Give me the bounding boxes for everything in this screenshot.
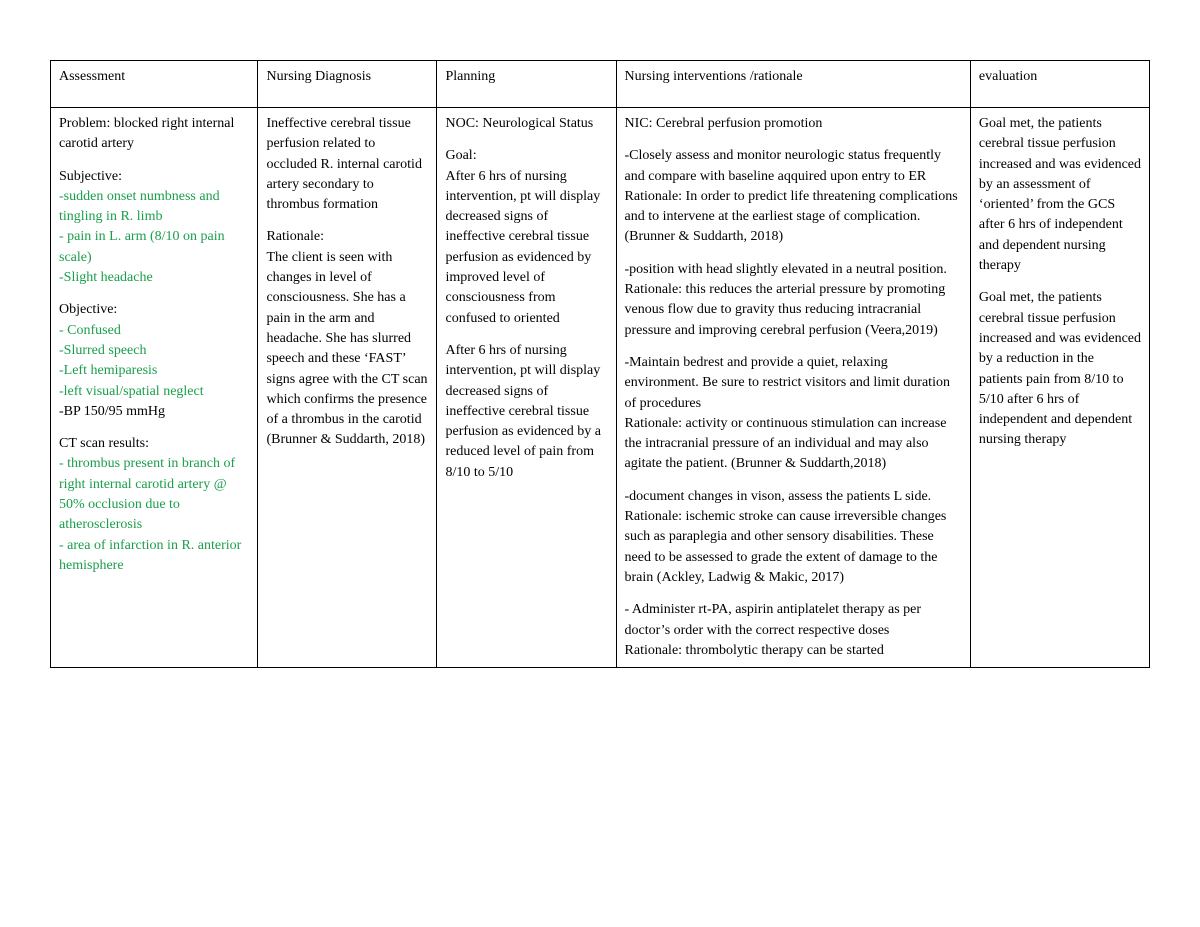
header-interventions: Nursing interventions /rationale bbox=[616, 61, 970, 108]
evaluation-2: Goal met, the patients cerebral tissue p… bbox=[979, 288, 1141, 450]
goal-block: Goal: After 6 hrs of nursing interventio… bbox=[445, 146, 607, 329]
care-plan-table: Assessment Nursing Diagnosis Planning Nu… bbox=[50, 60, 1150, 668]
rationale-2: Rationale: this reduces the arterial pre… bbox=[625, 280, 962, 341]
intervention-4: -document changes in vison, assess the p… bbox=[625, 487, 962, 507]
cell-interventions: NIC: Cerebral perfusion promotion -Close… bbox=[616, 108, 970, 668]
objective-block: Objective: - Confused -Slurred speech -L… bbox=[59, 300, 249, 422]
objective-label: Objective: bbox=[59, 302, 117, 317]
intervention-2: -position with head slightly elevated in… bbox=[625, 260, 962, 280]
rationale-1: Rationale: In order to predict life thre… bbox=[625, 187, 962, 248]
objective-item: -Slurred speech bbox=[59, 343, 146, 358]
ct-block: CT scan results: - thrombus present in b… bbox=[59, 434, 249, 576]
evaluation-1: Goal met, the patients cerebral tissue p… bbox=[979, 114, 1141, 276]
rationale-4: Rationale: ischemic stroke can cause irr… bbox=[625, 507, 962, 588]
subjective-item: -sudden onset numbness and tingling in R… bbox=[59, 189, 220, 224]
objective-item: -Left hemiparesis bbox=[59, 363, 157, 378]
problem-label: Problem: blocked right internal carotid … bbox=[59, 114, 249, 155]
objective-bp: -BP 150/95 mmHg bbox=[59, 404, 165, 419]
table-body-row: Problem: blocked right internal carotid … bbox=[51, 108, 1150, 668]
ct-item: - thrombus present in branch of right in… bbox=[59, 456, 235, 532]
header-planning: Planning bbox=[437, 61, 616, 108]
rationale-text: The client is seen with changes in level… bbox=[266, 250, 427, 448]
subjective-label: Subjective: bbox=[59, 169, 122, 184]
diagnosis-rationale-block: Rationale: The client is seen with chang… bbox=[266, 227, 428, 450]
header-evaluation: evaluation bbox=[970, 61, 1149, 108]
nic-line: NIC: Cerebral perfusion promotion bbox=[625, 114, 962, 134]
subjective-item: -Slight headache bbox=[59, 270, 153, 285]
subjective-item: - pain in L. arm (8/10 on pain scale) bbox=[59, 229, 225, 264]
cell-evaluation: Goal met, the patients cerebral tissue p… bbox=[970, 108, 1149, 668]
goal-1: After 6 hrs of nursing intervention, pt … bbox=[445, 169, 600, 326]
table-header-row: Assessment Nursing Diagnosis Planning Nu… bbox=[51, 61, 1150, 108]
intervention-1: -Closely assess and monitor neurologic s… bbox=[625, 146, 962, 187]
goal-2: After 6 hrs of nursing intervention, pt … bbox=[445, 341, 607, 483]
cell-assessment: Problem: blocked right internal carotid … bbox=[51, 108, 258, 668]
rationale-label: Rationale: bbox=[266, 229, 324, 244]
cell-planning: NOC: Neurological Status Goal: After 6 h… bbox=[437, 108, 616, 668]
objective-item: -left visual/spatial neglect bbox=[59, 384, 204, 399]
rationale-5: Rationale: thrombolytic therapy can be s… bbox=[625, 641, 962, 661]
goal-label: Goal: bbox=[445, 148, 476, 163]
diagnosis-statement: Ineffective cerebral tissue perfusion re… bbox=[266, 114, 428, 215]
objective-item: - Confused bbox=[59, 323, 121, 338]
rationale-3: Rationale: activity or continuous stimul… bbox=[625, 414, 962, 475]
noc-line: NOC: Neurological Status bbox=[445, 114, 607, 134]
header-assessment: Assessment bbox=[51, 61, 258, 108]
intervention-3: -Maintain bedrest and provide a quiet, r… bbox=[625, 353, 962, 414]
intervention-5: - Administer rt-PA, aspirin antiplatelet… bbox=[625, 600, 962, 641]
cell-diagnosis: Ineffective cerebral tissue perfusion re… bbox=[258, 108, 437, 668]
subjective-block: Subjective: -sudden onset numbness and t… bbox=[59, 167, 249, 289]
header-diagnosis: Nursing Diagnosis bbox=[258, 61, 437, 108]
ct-label: CT scan results: bbox=[59, 436, 149, 451]
ct-item: - area of infarction in R. anterior hemi… bbox=[59, 538, 241, 573]
